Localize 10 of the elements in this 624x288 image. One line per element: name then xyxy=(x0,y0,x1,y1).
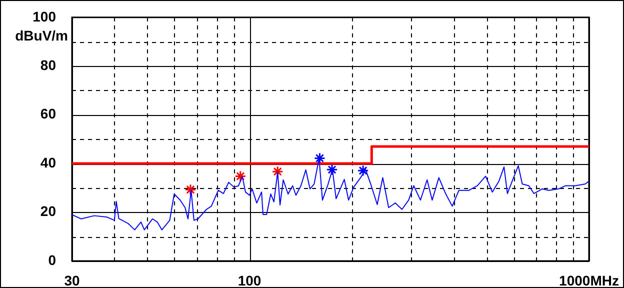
y-tick-label: 100 xyxy=(32,8,56,24)
y-tick-label: 40 xyxy=(40,154,56,170)
y-tick-label: 0 xyxy=(48,252,56,268)
y-tick-label: 60 xyxy=(40,106,56,122)
x-tick-label: 1000MHz xyxy=(559,272,619,288)
y-tick-label: 80 xyxy=(40,56,56,73)
x-tick-label: 100 xyxy=(238,272,262,288)
y-tick-label: 20 xyxy=(40,203,56,220)
x-tick-label: 30 xyxy=(64,272,80,288)
y-axis-title: dBuV/m xyxy=(15,27,68,44)
